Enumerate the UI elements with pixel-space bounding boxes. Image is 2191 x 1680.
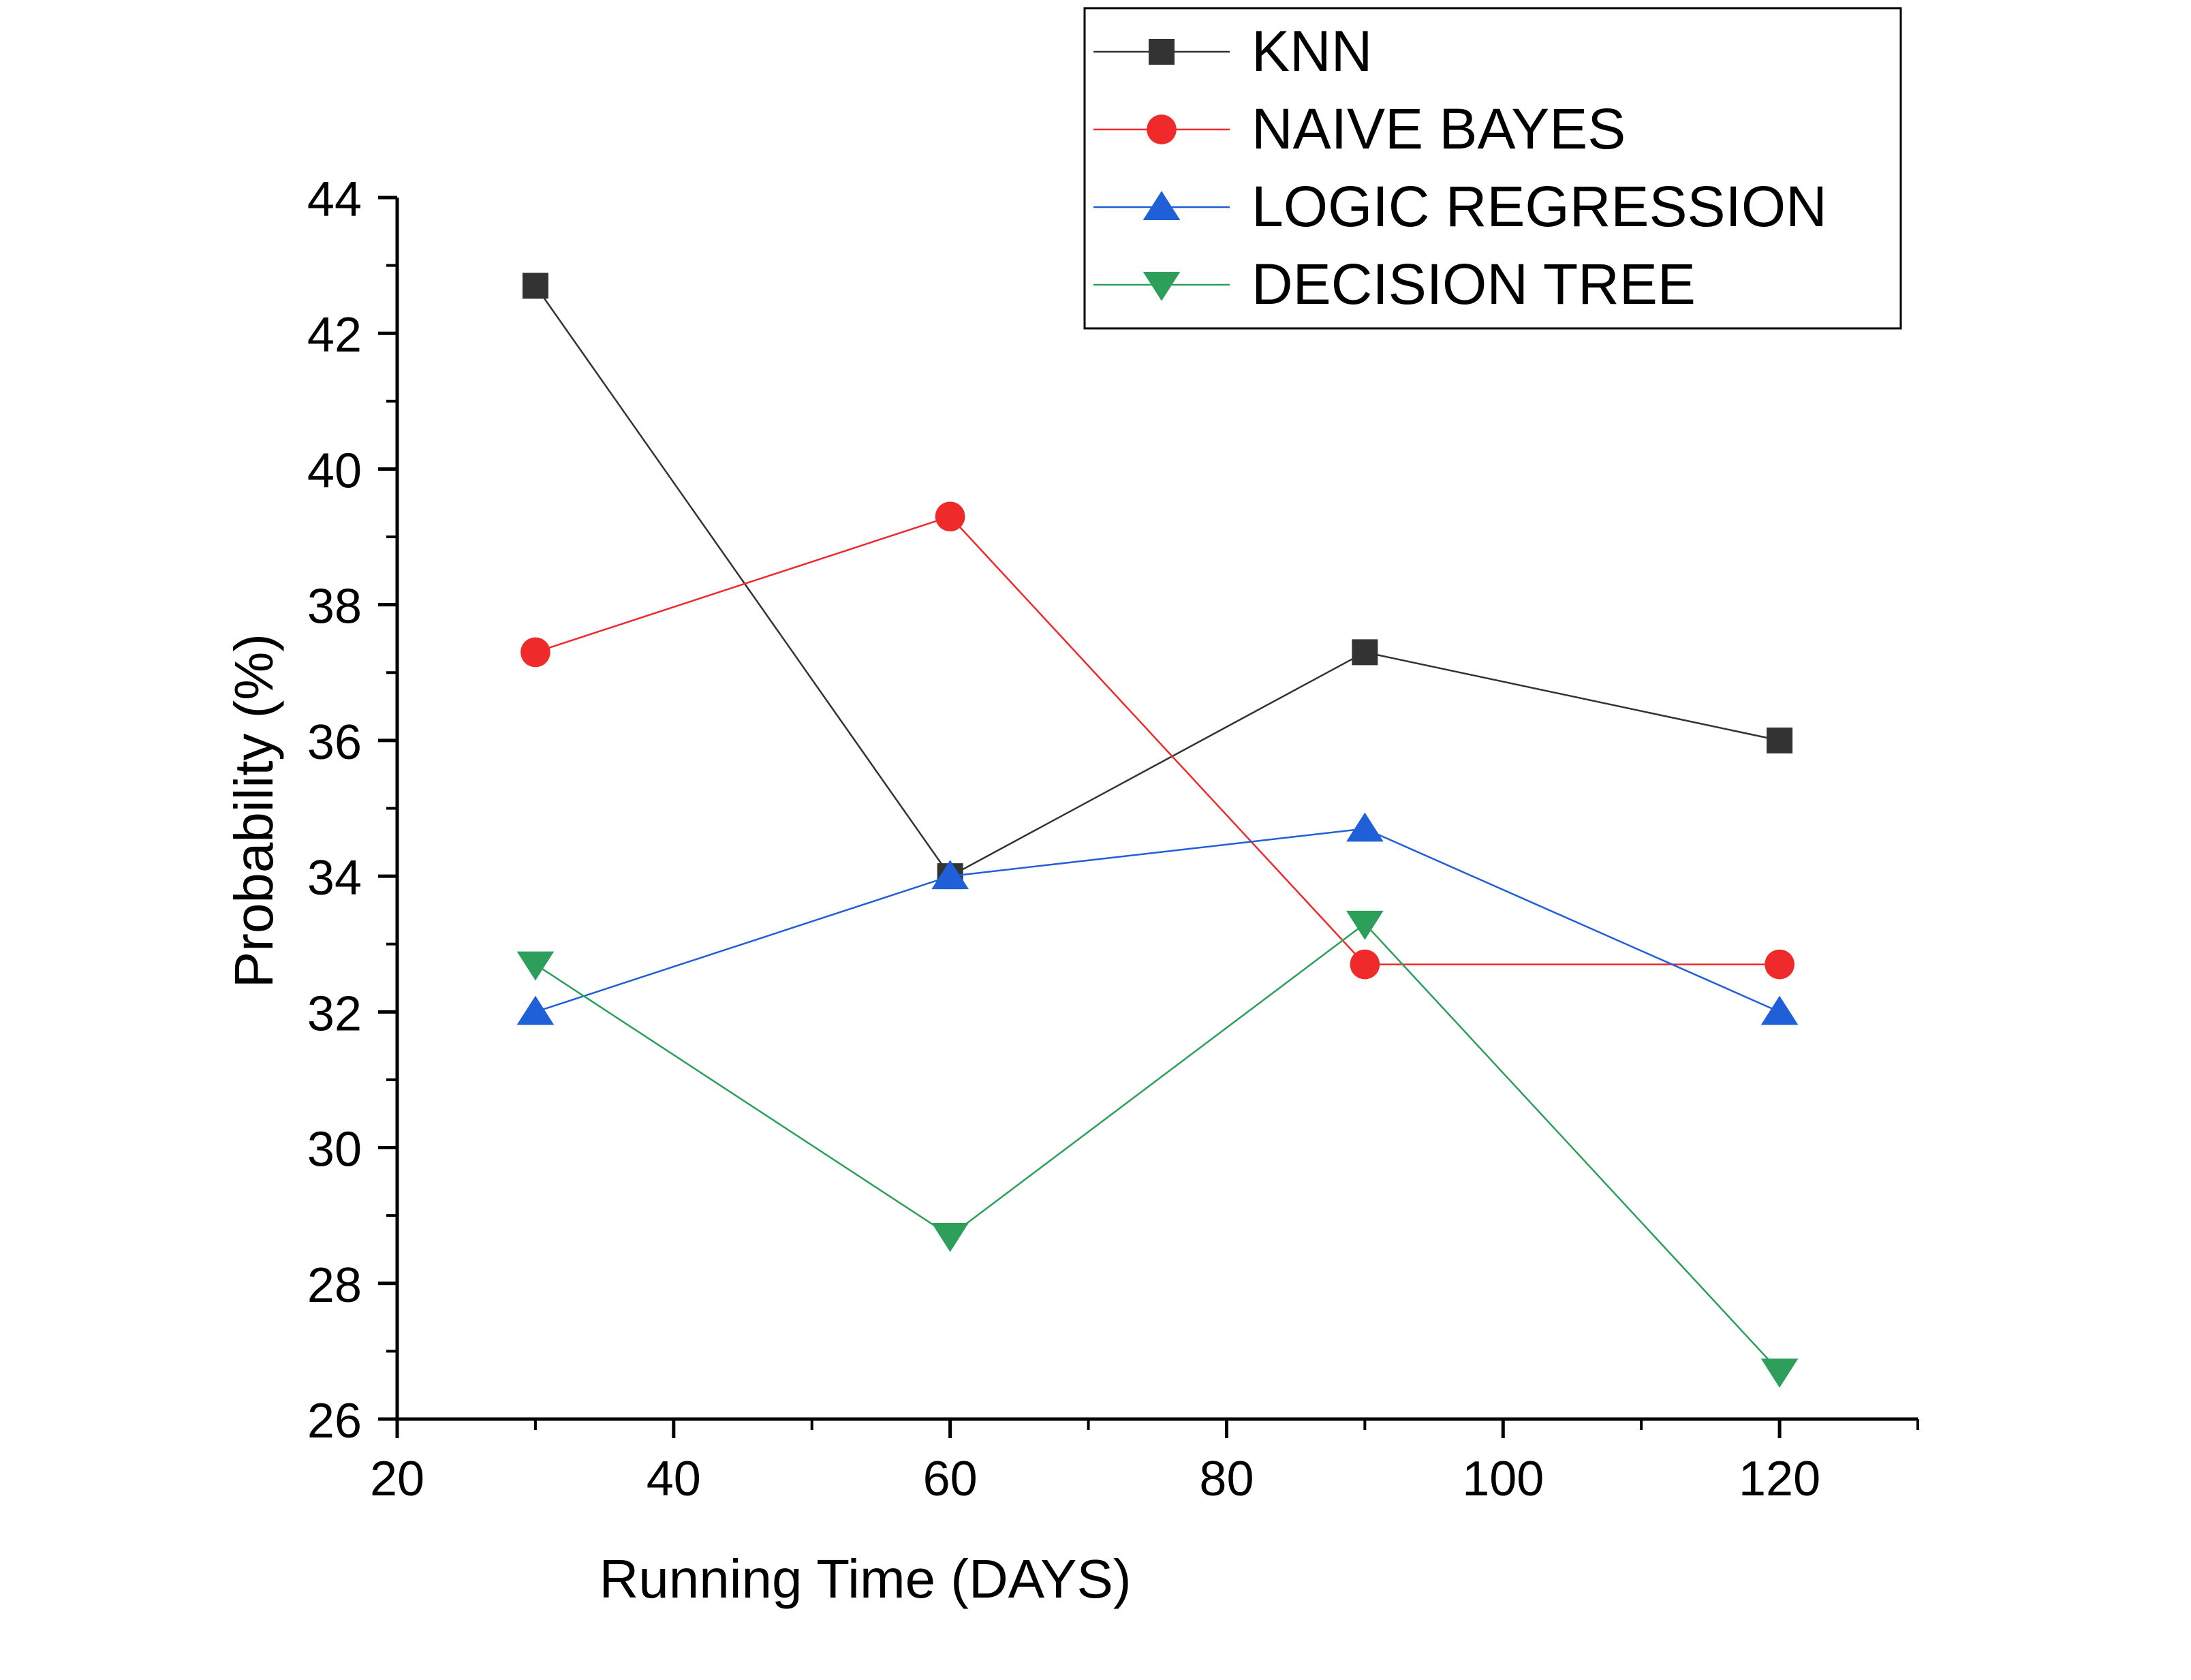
- x-tick-label: 100: [1462, 1452, 1544, 1506]
- data-point-decision-tree: [1760, 1358, 1799, 1388]
- legend-marker-decision-tree: [1143, 272, 1181, 301]
- y-tick-label: 30: [307, 1123, 362, 1177]
- y-tick-label: 28: [307, 1258, 362, 1313]
- series-line-naive-bayes: [535, 515, 1780, 965]
- data-point-naive-bayes: [1765, 949, 1794, 980]
- x-tick-label: 20: [370, 1452, 424, 1506]
- data-point-decision-tree: [1346, 910, 1384, 940]
- x-tick-label: 60: [923, 1452, 978, 1506]
- legend-marker-knn: [1149, 39, 1175, 65]
- data-point-naive-bayes: [935, 501, 965, 532]
- y-tick-label: 38: [307, 580, 362, 634]
- x-axis-title: Running Time (DAYS): [599, 1549, 1131, 1609]
- legend-box: [1083, 7, 1902, 330]
- y-tick-label: 26: [307, 1394, 362, 1448]
- data-point-knn: [522, 273, 548, 299]
- data-point-knn: [1767, 727, 1793, 753]
- data-point-naive-bayes: [520, 637, 550, 668]
- legend-marker-logic-regression: [1143, 191, 1181, 220]
- series-line-knn: [534, 285, 1780, 877]
- series-line-decision-tree: [535, 922, 1781, 1373]
- x-tick-label: 40: [647, 1452, 701, 1506]
- data-point-logic-regression: [1346, 812, 1384, 842]
- y-tick-label: 32: [307, 986, 362, 1041]
- data-point-knn: [1352, 639, 1378, 666]
- series-knn: [522, 273, 1793, 890]
- legend-label-knn: KNN: [1252, 19, 1372, 83]
- data-point-decision-tree: [516, 951, 555, 981]
- axes: 26 28 30 32 34 36 38 40 42 44 20 40 60 80 100 120: [307, 172, 1919, 1506]
- legend-label-naive-bayes: NAIVE BAYES: [1252, 97, 1626, 161]
- data-point-logic-regression: [516, 995, 555, 1025]
- y-axis-title: Probability (%): [223, 634, 284, 988]
- data-point-naive-bayes: [1350, 949, 1380, 980]
- y-tick-label: 36: [307, 715, 362, 770]
- legend-label-logic-regression: LOGIC REGRESSION: [1252, 174, 1827, 238]
- y-tick-label: 40: [307, 444, 362, 498]
- series-line-logic-regression: [535, 828, 1780, 1013]
- series-decision-tree: [516, 910, 1799, 1388]
- y-tick-label: 44: [307, 172, 362, 227]
- legend-marker-naive-bayes: [1147, 114, 1177, 144]
- data-point-logic-regression: [931, 860, 969, 890]
- x-tick-label: 120: [1739, 1452, 1820, 1506]
- data-point-decision-tree: [931, 1223, 969, 1252]
- plot-area: [516, 273, 1799, 1388]
- series-naive-bayes: [520, 501, 1794, 980]
- y-tick-label: 34: [307, 851, 362, 905]
- data-point-logic-regression: [1760, 995, 1799, 1025]
- legend: KNN NAIVE BAYES LOGIC REGRESSION DECISION T…: [1083, 7, 1902, 330]
- legend-label-decision-tree: DECISION TREE: [1252, 252, 1696, 316]
- x-tick-label: 80: [1199, 1452, 1254, 1506]
- series-logic-regression: [516, 812, 1799, 1025]
- y-tick-label: 42: [307, 308, 362, 362]
